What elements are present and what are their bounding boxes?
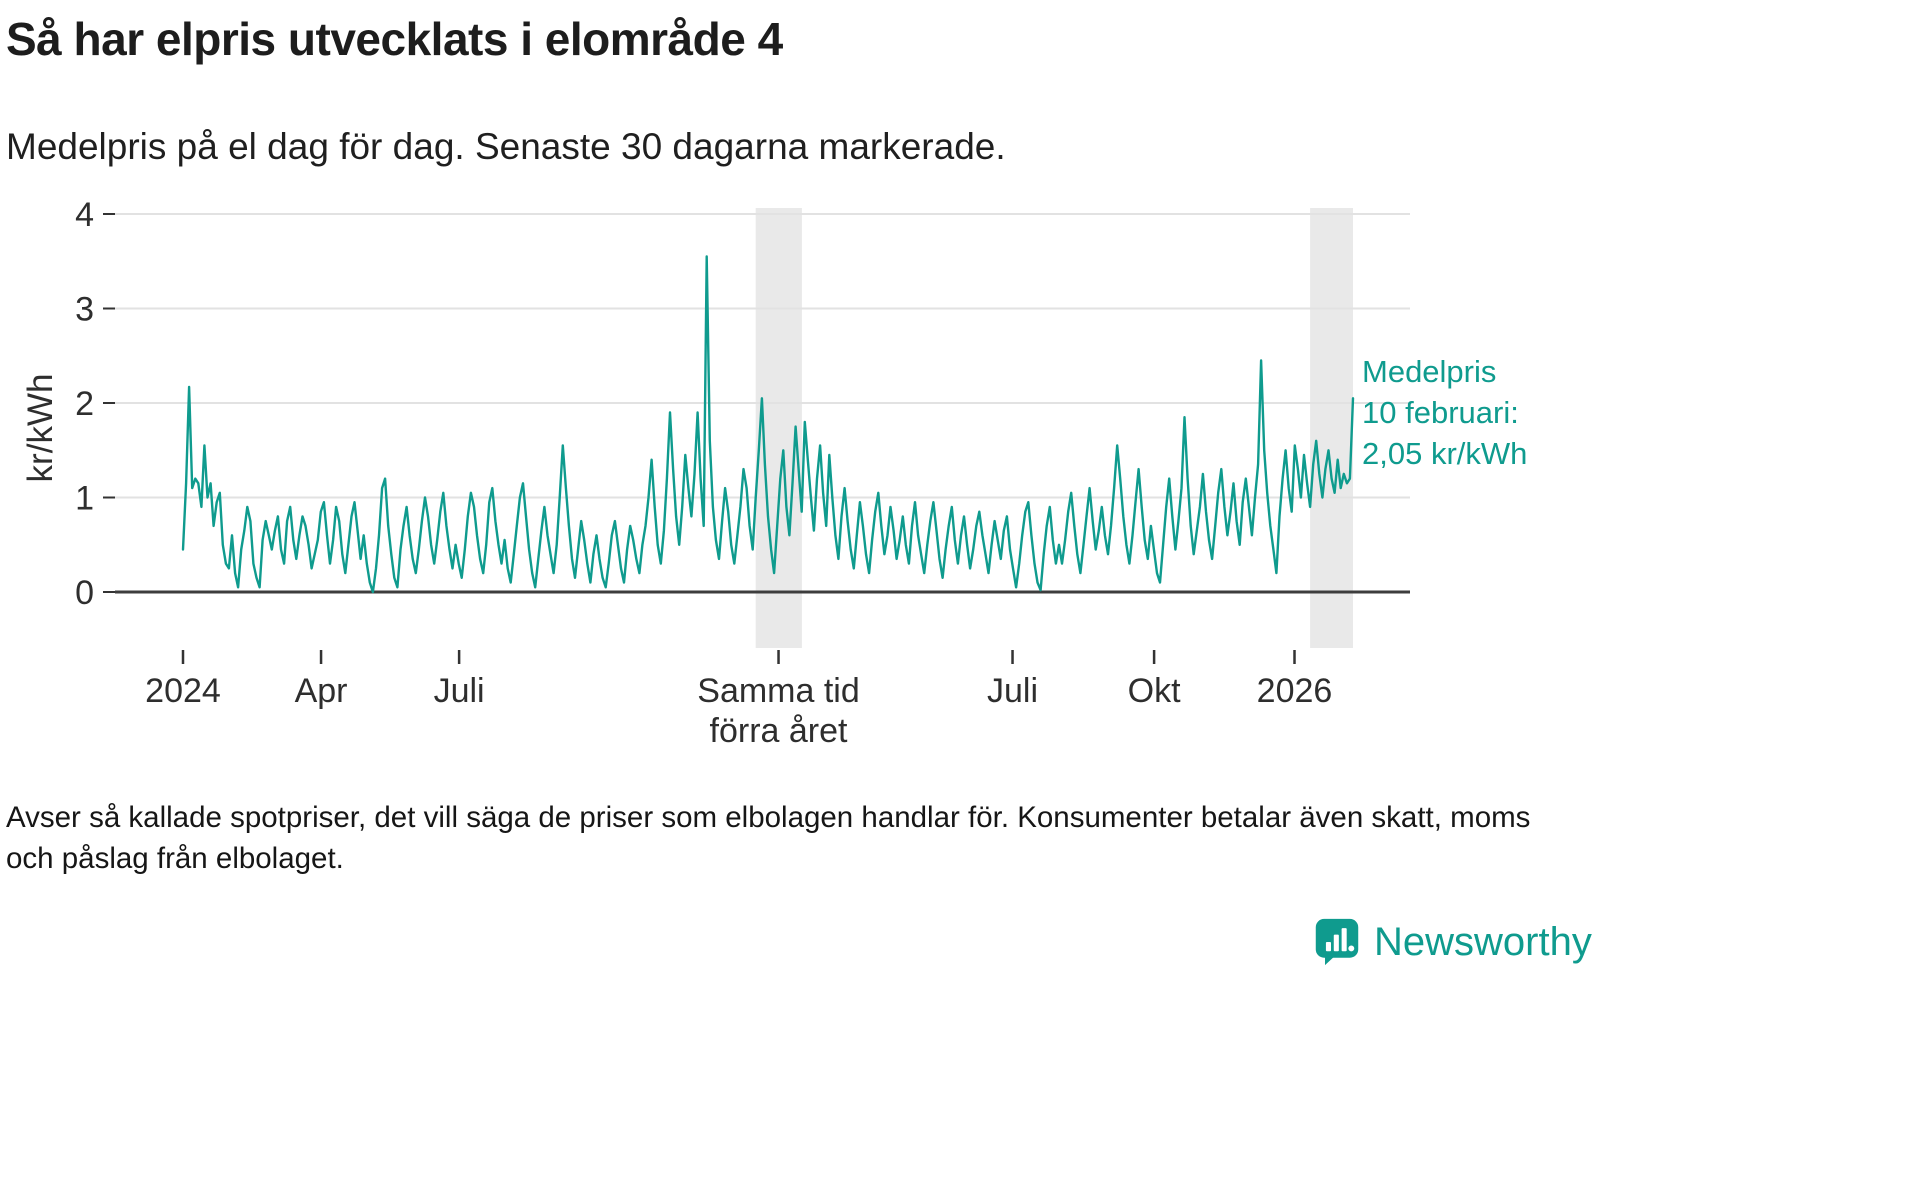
- svg-text:2024: 2024: [145, 672, 221, 710]
- svg-text:förra året: förra året: [710, 712, 848, 750]
- brand-name: Newsworthy: [1374, 919, 1592, 964]
- svg-text:Samma tid: Samma tid: [697, 672, 860, 710]
- chart-subtitle: Medelpris på el dag för dag. Senaste 30 …: [6, 126, 1006, 167]
- svg-text:3: 3: [75, 291, 94, 329]
- svg-text:0: 0: [75, 574, 94, 612]
- svg-text:2026: 2026: [1257, 672, 1333, 710]
- svg-text:2: 2: [75, 385, 94, 423]
- svg-text:kr/kWh: kr/kWh: [21, 374, 60, 483]
- annotation-line-1: Medelpris: [1362, 354, 1497, 389]
- svg-text:1: 1: [75, 480, 94, 518]
- svg-text:Okt: Okt: [1128, 672, 1181, 710]
- chart-title: Så har elpris utvecklats i elområde 4: [6, 13, 783, 65]
- latest-value-annotation: Medelpris 10 februari: 2,05 kr/kWh: [1362, 352, 1527, 475]
- footnote: Avser så kallade spotpriser, det vill sä…: [6, 801, 1531, 875]
- newsworthy-logo-icon: [1313, 918, 1361, 966]
- svg-text:Juli: Juli: [434, 672, 485, 710]
- annotation-line-2: 10 februari:: [1362, 394, 1519, 430]
- annotation-line-3: 2,05 kr/kWh: [1362, 435, 1528, 471]
- svg-text:Juli: Juli: [987, 672, 1038, 710]
- svg-text:Apr: Apr: [295, 672, 348, 710]
- svg-text:4: 4: [75, 196, 94, 234]
- brand-logo: Newsworthy: [1313, 918, 1592, 966]
